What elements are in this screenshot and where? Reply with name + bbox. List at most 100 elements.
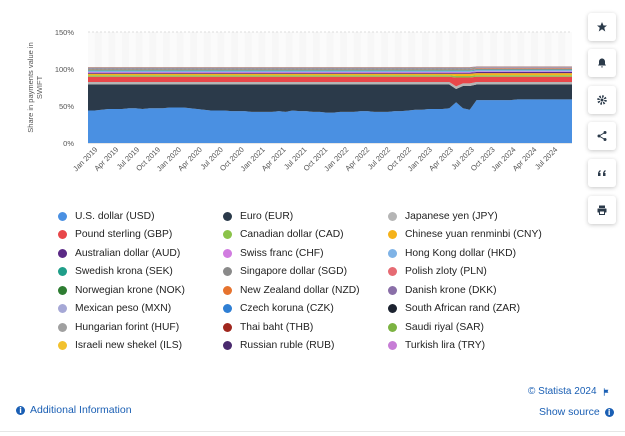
legend-swatch	[388, 267, 397, 277]
share-icon	[597, 131, 607, 141]
copyright[interactable]: © Statista 2024	[528, 386, 611, 397]
area-series[interactable]	[88, 76, 572, 87]
area-series[interactable]	[88, 68, 572, 70]
y-tick-label: 100%	[55, 65, 75, 74]
legend-swatch	[58, 267, 67, 277]
bell-icon	[598, 58, 606, 68]
legend-label: Danish krone (DKK)	[405, 284, 497, 296]
legend-label: New Zealand dollar (NZD)	[240, 284, 360, 296]
y-tick-label: 150%	[55, 28, 75, 37]
y-axis-title: Share in payments value inSWIFT	[26, 42, 44, 132]
legend-item[interactable]: Australian dollar (AUD)	[58, 244, 185, 263]
area-series[interactable]	[88, 66, 572, 68]
print-button[interactable]	[588, 196, 616, 224]
info-icon: i	[604, 407, 614, 417]
settings-button[interactable]	[588, 86, 616, 114]
area-series[interactable]	[88, 67, 572, 69]
legend-swatch	[223, 230, 232, 240]
legend-item[interactable]: Euro (EUR)	[223, 207, 360, 226]
legend-item[interactable]: Singapore dollar (SGD)	[223, 263, 360, 282]
legend-label: U.S. dollar (USD)	[75, 210, 155, 222]
legend-swatch	[223, 248, 232, 258]
y-tick-label: 50%	[59, 102, 74, 111]
legend-item[interactable]: Norwegian krone (NOK)	[58, 281, 185, 300]
legend-label: Mexican peso (MXN)	[75, 303, 172, 315]
legend-label: Norwegian krone (NOK)	[75, 284, 185, 296]
legend-swatch	[388, 230, 397, 240]
share-button[interactable]	[588, 122, 616, 150]
legend-item[interactable]: Turkish lira (TRY)	[388, 337, 542, 356]
legend-label: Pound sterling (GBP)	[75, 229, 173, 241]
legend-swatch	[388, 341, 397, 351]
legend-item[interactable]: Swedish krona (SEK)	[58, 263, 185, 282]
show-source-link[interactable]: Show source i	[539, 406, 614, 418]
legend-item[interactable]: Japanese yen (JPY)	[388, 207, 542, 226]
legend-label: Australian dollar (AUD)	[75, 247, 181, 259]
area-series[interactable]	[88, 71, 572, 74]
area-series[interactable]	[88, 69, 572, 71]
show-source-label: Show source	[539, 406, 600, 418]
area-series[interactable]	[88, 67, 572, 69]
notification-button[interactable]	[588, 49, 616, 77]
legend-swatch	[223, 304, 232, 314]
area-series[interactable]	[88, 81, 572, 89]
legend-item[interactable]: Saudi riyal (SAR)	[388, 318, 542, 337]
legend-item[interactable]: Mexican peso (MXN)	[58, 300, 185, 319]
legend-label: Euro (EUR)	[240, 210, 294, 222]
legend-label: Polish zloty (PLN)	[405, 266, 487, 278]
area-series[interactable]	[88, 67, 572, 69]
area-series[interactable]	[88, 66, 572, 68]
area-series[interactable]	[88, 66, 572, 68]
legend-item[interactable]: Hungarian forint (HUF)	[58, 318, 185, 337]
legend-column: U.S. dollar (USD) Pound sterling (GBP) Aus…	[58, 207, 185, 355]
area-series[interactable]	[88, 68, 572, 70]
legend-swatch	[223, 285, 232, 295]
legend-swatch	[58, 341, 67, 351]
legend-item[interactable]: South African rand (ZAR)	[388, 300, 542, 319]
legend-label: Russian ruble (RUB)	[240, 340, 335, 352]
legend-swatch	[58, 322, 67, 332]
legend-item[interactable]: Canadian dollar (CAD)	[223, 226, 360, 245]
legend-item[interactable]: Czech koruna (CZK)	[223, 300, 360, 319]
legend-item[interactable]: Pound sterling (GBP)	[58, 226, 185, 245]
legend-item[interactable]: Swiss franc (CHF)	[223, 244, 360, 263]
legend-item[interactable]: Russian ruble (RUB)	[223, 337, 360, 356]
area-series[interactable]	[88, 67, 572, 69]
legend-item[interactable]: New Zealand dollar (NZD)	[223, 281, 360, 300]
legend-label: Canadian dollar (CAD)	[240, 229, 344, 241]
quote-icon	[598, 170, 606, 176]
x-tick-label: Jul 2024	[533, 145, 559, 171]
legend-item[interactable]: U.S. dollar (USD)	[58, 207, 185, 226]
area-series[interactable]	[88, 66, 572, 68]
legend-item[interactable]: Thai baht (THB)	[223, 318, 360, 337]
area-series[interactable]	[88, 67, 572, 68]
legend-swatch	[58, 211, 67, 221]
area-series[interactable]	[88, 70, 572, 72]
legend-label: Thai baht (THB)	[240, 321, 314, 333]
legend-item[interactable]: Israeli new shekel (ILS)	[58, 337, 185, 356]
legend-item[interactable]: Hong Kong dollar (HKD)	[388, 244, 542, 263]
bookmark-button[interactable]	[588, 13, 616, 41]
legend-label: Czech koruna (CZK)	[240, 303, 334, 315]
y-axis-title-line: SWIFT	[35, 75, 44, 99]
legend-item[interactable]: Chinese yuan renminbi (CNY)	[388, 226, 542, 245]
legend-label: South African rand (ZAR)	[405, 303, 521, 315]
cite-button[interactable]	[588, 159, 616, 187]
area-series[interactable]	[88, 66, 572, 68]
area-series[interactable]	[88, 99, 572, 143]
additional-information-link[interactable]: i Additional Information	[16, 404, 132, 416]
legend-item[interactable]: Danish krone (DKK)	[388, 281, 542, 300]
copyright-text: © Statista 2024	[528, 386, 597, 397]
area-series[interactable]	[88, 67, 572, 69]
area-series[interactable]	[88, 75, 572, 78]
area-series[interactable]	[88, 84, 572, 113]
divider	[0, 431, 625, 432]
legend-label: Hong Kong dollar (HKD)	[405, 247, 517, 259]
legend-swatch	[58, 248, 67, 258]
y-axis-title-line: Share in payments value in	[26, 42, 35, 132]
print-icon	[597, 205, 607, 215]
legend-item[interactable]: Polish zloty (PLN)	[388, 263, 542, 282]
legend-swatch	[58, 285, 67, 295]
